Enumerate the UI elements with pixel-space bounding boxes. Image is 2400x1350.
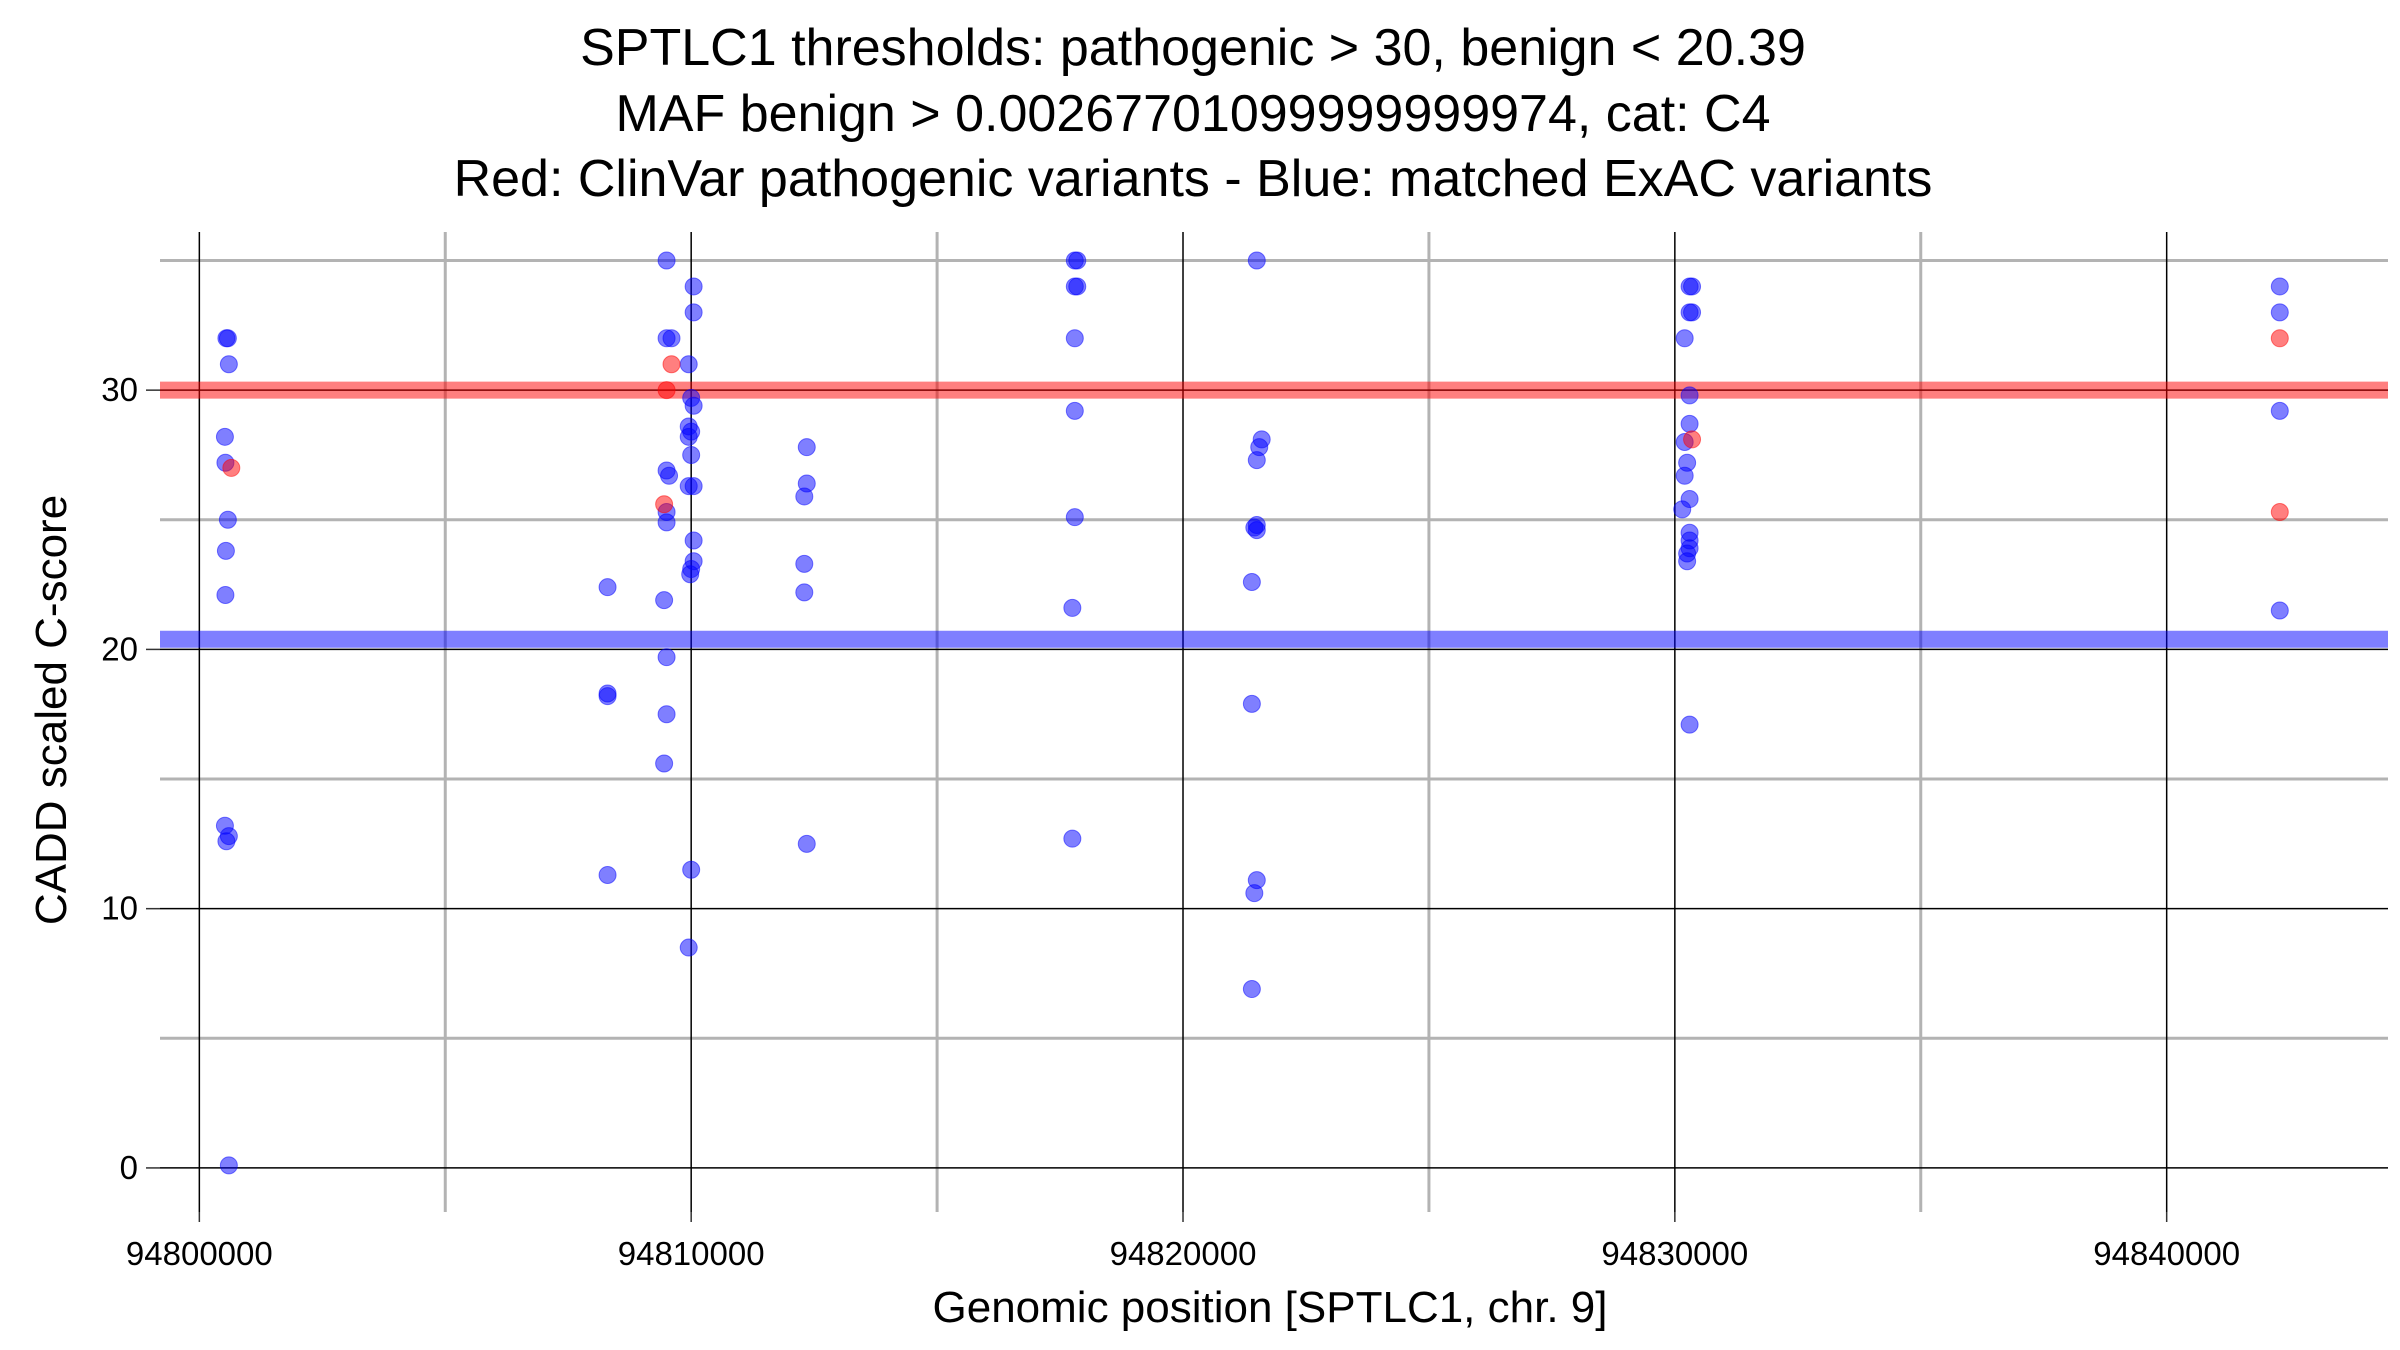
data-point — [1247, 451, 1266, 470]
data-point — [1063, 598, 1082, 617]
data-point — [662, 355, 681, 374]
title-line-1: SPTLC1 thresholds: pathogenic > 30, beni… — [580, 19, 1806, 77]
data-point — [797, 438, 816, 457]
data-point — [1247, 521, 1266, 540]
data-point — [660, 466, 679, 485]
data-point — [2270, 329, 2289, 348]
data-point — [598, 687, 617, 706]
data-point — [218, 510, 237, 529]
data-point — [1065, 508, 1084, 527]
data-point — [1680, 386, 1699, 405]
threshold-lines — [160, 381, 2388, 648]
y-tick-label: 30 — [101, 371, 138, 408]
data-point — [657, 513, 676, 532]
data-point — [1065, 401, 1084, 420]
data-point — [2270, 503, 2289, 521]
y-tick-label: 10 — [101, 890, 138, 927]
data-point — [657, 251, 676, 270]
data-point — [684, 303, 703, 322]
data-point — [1675, 466, 1694, 485]
data-point — [657, 705, 676, 724]
data-point — [655, 495, 674, 514]
data-point — [598, 578, 617, 597]
data-point — [1242, 980, 1261, 999]
data-point — [682, 445, 701, 464]
y-tick-label: 20 — [101, 630, 138, 667]
data-point — [1245, 884, 1264, 903]
data-point — [657, 648, 676, 667]
data-point — [684, 277, 703, 296]
y-axis: 0 10 20 30 — [101, 371, 160, 1186]
data-points — [215, 251, 2289, 1175]
data-point — [1680, 715, 1699, 734]
data-point — [684, 531, 703, 550]
data-point — [655, 591, 674, 610]
data-point — [219, 1156, 238, 1175]
major-gridlines — [160, 232, 2388, 1212]
data-point — [1242, 573, 1261, 591]
data-point — [2270, 277, 2289, 296]
x-tick-label: 94840000 — [2093, 1235, 2240, 1272]
data-point — [1247, 251, 1266, 270]
data-point — [662, 329, 681, 348]
data-point — [218, 329, 237, 348]
x-tick-label: 94820000 — [1110, 1235, 1257, 1272]
data-point — [682, 860, 701, 879]
x-tick-label: 94810000 — [618, 1235, 765, 1272]
chart-title: SPTLC1 thresholds: pathogenic > 30, beni… — [454, 19, 1933, 208]
data-point — [215, 427, 234, 446]
data-point — [2270, 401, 2289, 420]
data-point — [795, 583, 814, 602]
data-point — [795, 487, 814, 506]
data-point — [1675, 329, 1694, 348]
data-point — [684, 477, 703, 496]
title-line-2: MAF benign > 0.00267701099999999974, cat… — [615, 85, 1770, 143]
data-point — [598, 865, 617, 884]
data-point — [679, 427, 698, 446]
data-point — [1678, 552, 1697, 571]
data-point — [1683, 277, 1702, 296]
data-point — [655, 754, 674, 773]
data-point — [1068, 251, 1087, 270]
data-point — [679, 938, 698, 957]
data-point — [222, 458, 241, 477]
data-point — [1068, 277, 1087, 296]
data-point — [219, 355, 238, 374]
data-point — [1063, 829, 1082, 848]
x-tick-label: 94800000 — [126, 1235, 273, 1272]
minor-gridlines — [160, 232, 2388, 1212]
data-point — [795, 554, 814, 573]
x-tick-label: 94830000 — [1601, 1235, 1748, 1272]
title-line-3: Red: ClinVar pathogenic variants - Blue:… — [454, 150, 1933, 208]
data-point — [2270, 303, 2289, 322]
x-axis-label: Genomic position [SPTLC1, chr. 9] — [933, 1283, 1608, 1332]
data-point — [797, 834, 816, 853]
data-point — [217, 832, 236, 851]
data-point — [684, 396, 703, 415]
data-point — [681, 565, 700, 584]
data-point — [1680, 414, 1699, 433]
data-point — [1673, 500, 1692, 519]
data-point — [1242, 694, 1261, 713]
data-point — [657, 381, 676, 400]
data-point — [1683, 303, 1702, 322]
data-point — [1683, 430, 1702, 449]
data-point — [679, 355, 698, 374]
y-axis-label: CADD scaled C-score — [27, 495, 76, 925]
x-axis: 94800000 94810000 94820000 94830000 94840000 — [126, 1212, 2240, 1272]
data-point — [216, 541, 235, 560]
y-tick-label: 0 — [120, 1149, 138, 1186]
data-point — [216, 585, 235, 604]
data-point — [2270, 601, 2289, 620]
data-point — [1065, 329, 1084, 348]
